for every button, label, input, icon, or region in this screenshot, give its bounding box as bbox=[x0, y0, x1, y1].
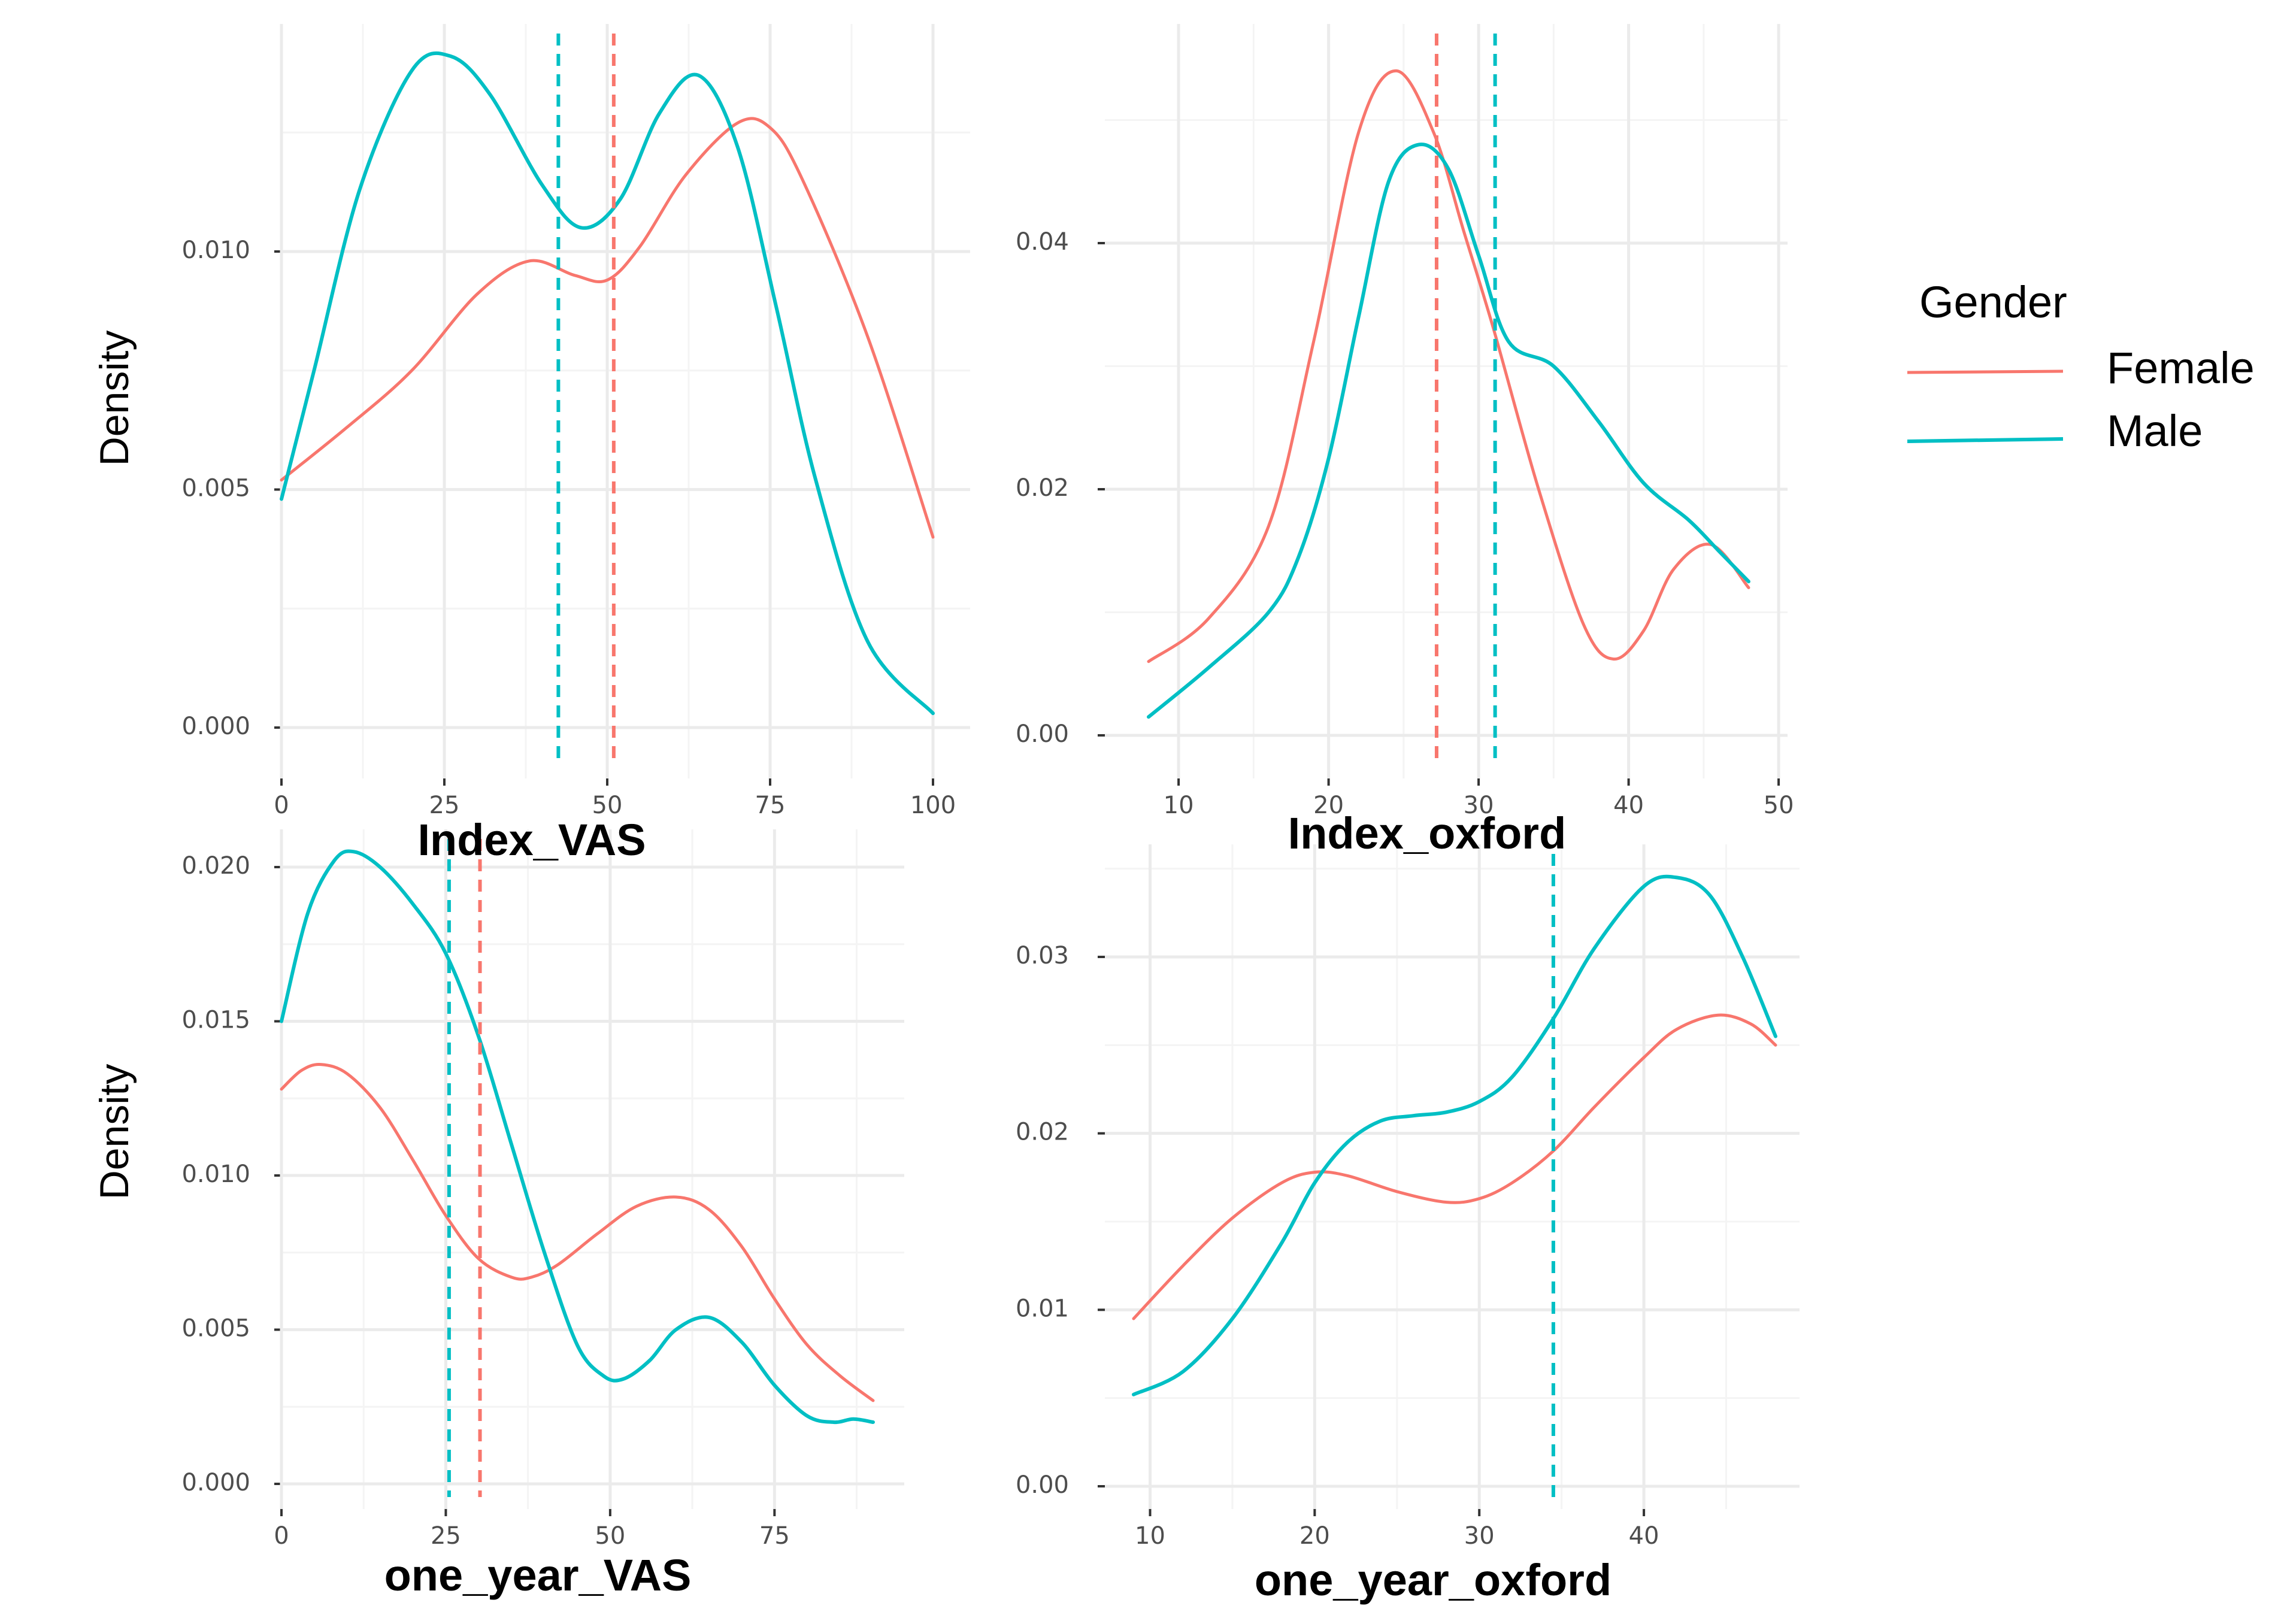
y-tick-label: 0.01 bbox=[1016, 1295, 1069, 1322]
y-axis-label-bottom: Density bbox=[92, 1064, 137, 1200]
x-tick-label: 75 bbox=[759, 1522, 790, 1550]
y-tick-label: 0.000 bbox=[181, 1469, 250, 1496]
panel-index-oxford: 0.00 0.02 0.04 10 20 30 40 50 bbox=[1016, 24, 1794, 819]
legend-key-male bbox=[1907, 437, 2064, 443]
y-tick-label: 0.020 bbox=[181, 852, 250, 880]
density-curve-male bbox=[280, 51, 935, 716]
legend-key-female bbox=[1907, 369, 2064, 374]
x-axis-label-one-year-oxford: one_year_oxford bbox=[1255, 1555, 1611, 1605]
x-tick-label: 100 bbox=[910, 792, 956, 819]
panel-one-year-vas: 0.000 0.005 0.010 0.015 0.020 0 25 50 75 bbox=[181, 829, 904, 1550]
legend-label-male: Male bbox=[2107, 406, 2203, 456]
density-curve-female bbox=[1132, 1013, 1777, 1320]
x-tick-label: 50 bbox=[592, 792, 623, 819]
legend-label-female: Female bbox=[2107, 343, 2255, 393]
x-tick-label: 30 bbox=[1464, 1522, 1495, 1550]
y-tick-label: 0.005 bbox=[181, 475, 250, 502]
x-axis-label-one-year-vas: one_year_VAS bbox=[384, 1550, 692, 1600]
legend: Gender Female Male bbox=[1907, 277, 2255, 456]
y-tick-label: 0.000 bbox=[181, 713, 250, 740]
x-tick-label: 75 bbox=[755, 792, 786, 819]
panel-index-vas: 0.000 0.005 0.010 0 25 50 75 100 bbox=[181, 24, 970, 819]
x-tick-label: 30 bbox=[1464, 792, 1494, 819]
x-axis-label-index-oxford: Index_oxford bbox=[1288, 808, 1567, 858]
x-tick-label: 20 bbox=[1313, 792, 1344, 819]
y-tick-label: 0.03 bbox=[1016, 942, 1069, 969]
panel-one-year-oxford: 0.00 0.01 0.02 0.03 10 20 30 40 bbox=[1016, 844, 1800, 1550]
y-tick-label: 0.00 bbox=[1016, 1471, 1069, 1499]
x-tick-label: 10 bbox=[1164, 792, 1194, 819]
y-tick-label: 0.010 bbox=[181, 237, 250, 264]
y-tick-label: 0.00 bbox=[1016, 720, 1069, 748]
x-tick-label: 0 bbox=[274, 792, 289, 819]
x-tick-label: 0 bbox=[274, 1522, 289, 1550]
x-tick-label: 40 bbox=[1613, 792, 1644, 819]
y-tick-label: 0.015 bbox=[181, 1007, 250, 1034]
x-tick-label: 10 bbox=[1135, 1522, 1165, 1550]
x-tick-label: 25 bbox=[429, 792, 460, 819]
x-tick-label: 40 bbox=[1629, 1522, 1659, 1550]
density-curve-male bbox=[1147, 143, 1750, 719]
y-tick-label: 0.02 bbox=[1016, 474, 1069, 502]
density-curve-male bbox=[280, 849, 875, 1425]
x-tick-label: 25 bbox=[431, 1522, 461, 1550]
y-axis-label-top: Density bbox=[92, 331, 137, 466]
density-curve-male bbox=[1132, 874, 1777, 1396]
y-tick-label: 0.010 bbox=[181, 1161, 250, 1188]
x-tick-label: 50 bbox=[595, 1522, 625, 1550]
y-tick-label: 0.005 bbox=[181, 1315, 250, 1343]
y-tick-label: 0.04 bbox=[1016, 228, 1069, 256]
x-axis-label-index-vas: Index_VAS bbox=[417, 815, 646, 865]
legend-title: Gender bbox=[1919, 277, 2067, 327]
x-tick-label: 50 bbox=[1764, 792, 1794, 819]
x-tick-label: 20 bbox=[1299, 1522, 1330, 1550]
density-curve-female bbox=[1147, 69, 1750, 663]
density-curve-female bbox=[280, 117, 935, 539]
y-tick-label: 0.02 bbox=[1016, 1119, 1069, 1146]
